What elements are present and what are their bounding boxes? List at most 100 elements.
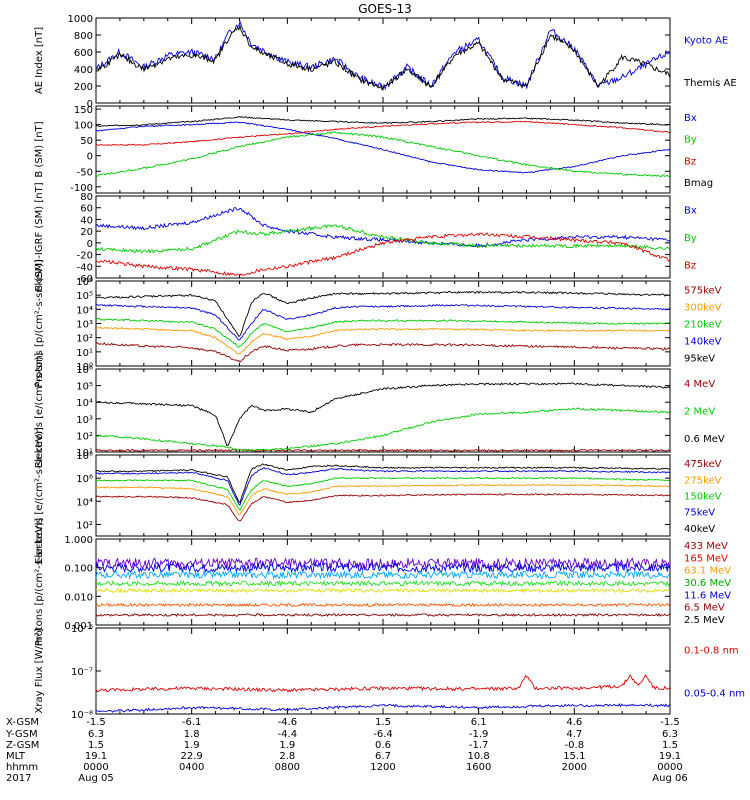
x-axis-tick-value: -6.4: [373, 729, 393, 740]
y-axis-label: Electrons [e/(cm²-s-sr-keV)]: [34, 427, 45, 564]
x-axis-tick-value: 1.9: [184, 740, 200, 751]
x-axis-table: X-GSMY-GSMZ-GSMMLThhmm2017-1.56.31.519.1…: [5, 717, 688, 784]
x-axis-row-label: hhmm: [6, 762, 38, 773]
x-axis-tick-value: 6.3: [662, 729, 678, 740]
legend-protons1-4: 95keV: [684, 354, 715, 365]
y-axis-label: Electrons [e/(cm²-s-sr)]: [34, 353, 45, 469]
y-tick-label: 600: [74, 48, 93, 59]
series-line-bsm-0: [95, 121, 670, 174]
legend-ae-1: Themis AE: [683, 78, 737, 89]
y-tick-label: 60: [80, 204, 93, 215]
x-axis-tick-value: Aug 05: [78, 773, 113, 784]
panel-protons2: 0.001 0.010 0.100 1.000 Protons [p/(cm²-s-sr…: [34, 518, 731, 646]
x-axis-tick-value: 1.5: [375, 717, 391, 728]
series-line-electrons1-1: [95, 407, 670, 452]
y-axis-label: AE Index [nT]: [34, 27, 45, 94]
series-line-bigrf-0: [95, 206, 670, 249]
y-tick-label: 10³: [76, 320, 93, 331]
legend-xray-0: 0.1-0.8 nm: [684, 646, 739, 657]
y-tick-label: 40: [80, 215, 93, 226]
y-tick-label: 10⁵: [76, 382, 93, 393]
legend-electrons2-1: 275keV: [684, 475, 722, 486]
legend-bigrf-1: By: [684, 233, 697, 244]
series-line-xray-0: [95, 674, 670, 693]
y-tick-label: -40: [77, 262, 93, 273]
legend-protons1-3: 140keV: [684, 337, 722, 348]
plot-title: GOES-13: [358, 2, 412, 16]
legend-protons1-1: 300keV: [684, 303, 722, 314]
x-axis-tick-value: 1.8: [184, 729, 200, 740]
legend-protons1-0: 575keV: [684, 286, 722, 297]
series-line-ae-0: [95, 19, 670, 91]
x-axis-row-label: X-GSM: [6, 717, 39, 728]
x-axis-tick-value: -1.5: [86, 717, 106, 728]
series-line-protons1-0: [95, 342, 670, 363]
x-axis-tick-value: 4.7: [566, 729, 582, 740]
y-tick-label: 1000: [68, 14, 93, 25]
series-line-electrons2-0: [95, 492, 670, 522]
y-tick-label: 10⁴: [76, 497, 93, 508]
x-axis-tick-value: 1600: [466, 762, 491, 773]
x-axis-tick-value: 22.9: [181, 751, 203, 762]
x-axis-tick-value: 0400: [179, 762, 204, 773]
y-tick-label: -60: [77, 274, 93, 285]
x-axis-tick-value: 2.8: [279, 751, 295, 762]
y-tick-label: -50: [77, 167, 93, 178]
panel-xray: 10⁻⁸ 10⁻⁷ 10⁻⁶ Xray Flux [W/m²] 0.1-0.8 nm 0.…: [34, 624, 745, 721]
y-tick-label: 0.100: [64, 564, 93, 575]
x-axis-tick-value: 6.7: [375, 751, 391, 762]
y-axis-label: B (SM)-IGRF (SM) [nT]: [34, 182, 45, 291]
series-line-protons2-5: [96, 602, 670, 608]
panel-frame: [95, 627, 671, 715]
series-line-protons1-4: [95, 290, 670, 338]
x-axis-row-label: MLT: [6, 751, 26, 762]
y-tick-label: 10¹: [76, 348, 93, 359]
y-tick-label: 0: [87, 99, 93, 110]
series-line-bsm-1: [95, 131, 670, 178]
legend-ae-0: Kyoto AE: [684, 35, 728, 46]
y-axis-label: Protons [p/(cm²-s-sr-keV)]: [34, 518, 45, 646]
legend-bsm-0: Bx: [684, 113, 697, 124]
legend-bigrf-2: Bz: [684, 260, 696, 271]
y-tick-label: -20: [77, 251, 93, 262]
y-tick-label: 0: [87, 152, 93, 163]
y-tick-label: 10¹: [76, 448, 93, 459]
x-axis-tick-value: 1.5: [88, 740, 104, 751]
x-axis-tick-value: 0000: [657, 762, 682, 773]
series-line-electrons2-1: [95, 483, 670, 516]
y-tick-label: 200: [74, 82, 93, 93]
series-line-electrons1-2: [95, 382, 670, 446]
x-axis-tick-value: 0800: [275, 762, 300, 773]
legend-bsm-2: Bz: [684, 156, 696, 167]
series-line-protons2-6: [95, 613, 670, 617]
x-axis-tick-value: -6.1: [182, 717, 202, 728]
x-axis-tick-value: Aug 06: [652, 773, 687, 784]
x-axis-tick-value: -1.5: [660, 717, 680, 728]
y-tick-label: 50: [80, 136, 93, 147]
legend-electrons2-4: 40keV: [684, 524, 715, 535]
x-axis-tick-value: -1.7: [469, 740, 489, 751]
x-axis-tick-value: 1200: [370, 762, 395, 773]
y-tick-label: 10⁵: [76, 291, 93, 302]
series-line-protons1-3: [95, 303, 670, 341]
x-axis-tick-value: 19.1: [85, 751, 107, 762]
series-line-electrons2-3: [95, 466, 670, 506]
y-tick-label: 10⁶: [76, 474, 93, 485]
y-tick-label: 10⁻⁶: [71, 624, 93, 635]
y-tick-label: 10⁶: [76, 365, 93, 376]
y-tick-label: 10²: [76, 520, 93, 531]
y-tick-label: 10⁴: [76, 398, 93, 409]
y-tick-label: 800: [74, 31, 93, 42]
legend-electrons1-1: 2 MeV: [684, 407, 715, 418]
y-tick-label: 10⁶: [76, 277, 93, 288]
legend-protons1-2: 210keV: [684, 320, 722, 331]
x-axis-row-label: Z-GSM: [6, 740, 39, 751]
y-tick-label: 100: [74, 121, 93, 132]
y-tick-label: 400: [74, 65, 93, 76]
y-tick-label: 80: [80, 192, 93, 203]
series-line-ae-1: [95, 24, 671, 91]
y-tick-label: 150: [74, 105, 93, 116]
panel-electrons1: 10¹ 10² 10³ 10⁴ 10⁵ 10⁶ Electrons [e/(cm²-s-sr…: [34, 353, 725, 469]
y-tick-label: 10⁸: [76, 451, 93, 462]
legend-bsm-1: By: [684, 135, 697, 146]
